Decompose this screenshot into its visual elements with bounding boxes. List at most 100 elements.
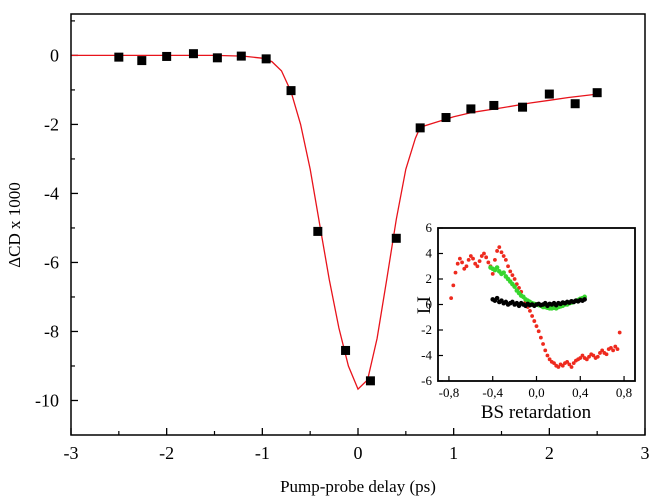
inset-red-point <box>584 357 589 362</box>
inset-red-point <box>464 264 469 269</box>
inset-red-point <box>613 344 618 349</box>
inset-green-point <box>494 265 500 270</box>
data-point <box>212 53 222 63</box>
x-tick-label: 3 <box>641 443 649 463</box>
x-tick-label: -2 <box>159 443 174 463</box>
inset-red-point <box>617 330 622 335</box>
inset-red-point <box>466 257 471 262</box>
data-point <box>137 56 147 66</box>
data-point <box>162 51 172 61</box>
inset-x-tick-label: 0,4 <box>572 385 589 400</box>
inset-red-point <box>595 354 600 359</box>
y-tick-label: -10 <box>35 390 59 410</box>
data-points-layer <box>114 49 602 386</box>
y-tick-label: -4 <box>44 183 59 203</box>
inset-x-tick-label: 0,8 <box>616 385 632 400</box>
inset-y-axis-title: LI <box>414 296 435 314</box>
inset-red-point <box>473 261 478 266</box>
inset-red-point <box>530 314 535 318</box>
inset-background <box>410 222 637 394</box>
inset-red-point <box>484 255 489 260</box>
x-tick-label: -1 <box>255 443 270 463</box>
inset-red-point <box>501 254 506 258</box>
inset-points-layer <box>449 245 622 369</box>
inset-y-tick-label: 6 <box>426 220 433 235</box>
inset-red-point <box>600 348 605 353</box>
inset-red-point <box>499 250 504 255</box>
data-point <box>489 100 499 110</box>
inset-red-point <box>471 256 475 261</box>
inset-red-point <box>449 296 454 301</box>
inset-red-point <box>578 356 583 360</box>
data-point <box>365 376 375 386</box>
inset-red-point <box>615 347 620 352</box>
inset-axes: -0,8 -0,4 0,0 0,4 0,8 6 4 2 0 -2 -4 -6 <box>421 220 632 400</box>
data-point <box>441 113 451 123</box>
inset-red-point <box>477 259 482 264</box>
inset-red-point <box>580 353 585 358</box>
data-point <box>313 226 323 236</box>
inset-red-point <box>534 324 539 329</box>
y-tick-label: -6 <box>44 252 59 272</box>
inset-red-point <box>591 353 596 358</box>
data-point <box>544 89 554 99</box>
inset-red-point <box>506 264 510 269</box>
y-tick-label: -8 <box>44 321 59 341</box>
inset-y-tick-label: 4 <box>426 246 433 261</box>
x-axis-title: Pump-probe delay (ps) <box>280 477 436 496</box>
inset-red-point <box>538 335 543 340</box>
data-point <box>592 88 602 98</box>
inset-red-point <box>508 269 513 274</box>
data-point <box>466 104 476 114</box>
data-point <box>391 233 401 243</box>
inset-y-tick-label: 2 <box>426 271 433 286</box>
data-point <box>518 102 528 112</box>
inset-plot: -0,8 -0,4 0,0 0,4 0,8 6 4 2 0 -2 -4 -6 BS retardati… <box>410 220 637 423</box>
inset-red-point <box>497 245 502 250</box>
data-point <box>188 49 198 59</box>
y-axis-title: ΔCD x 1000 <box>5 182 24 268</box>
inset-red-point <box>453 270 458 275</box>
inset-red-point <box>490 272 495 276</box>
inset-x-tick-label: -0,8 <box>439 385 460 400</box>
inset-red-point <box>541 342 545 346</box>
inset-red-point <box>457 256 462 261</box>
inset-red-point <box>462 266 467 271</box>
inset-red-point <box>598 351 602 355</box>
inset-red-point <box>587 354 591 359</box>
data-point <box>341 345 351 355</box>
main-plot: -3 -2 -1 0 1 2 30-2-4-6-8-10 Pump-probe delay … <box>5 13 649 496</box>
inset-x-tick-label: -0,4 <box>482 385 503 400</box>
inset-red-point <box>556 365 561 369</box>
x-tick-label: 2 <box>545 443 554 463</box>
inset-red-point <box>543 348 548 353</box>
inset-red-point <box>503 257 508 262</box>
inset-y-tick-label: -2 <box>421 322 432 337</box>
inset-red-point <box>493 257 497 262</box>
data-point <box>261 54 271 64</box>
inset-red-point <box>547 357 552 362</box>
inset-red-point <box>512 277 517 281</box>
data-point <box>286 86 296 96</box>
inset-red-point <box>486 260 491 265</box>
inset-black-point <box>494 295 500 301</box>
main-plot-frame <box>70 13 646 436</box>
inset-green-point <box>501 270 506 275</box>
x-tick-label: 0 <box>354 443 363 463</box>
data-point <box>570 99 580 109</box>
x-tick-label: -3 <box>64 443 79 463</box>
inset-x-tick-label: 0,0 <box>528 385 544 400</box>
inset-red-point <box>569 365 574 369</box>
data-point <box>415 123 425 133</box>
inset-black-point <box>582 297 587 302</box>
inset-red-point <box>510 273 515 278</box>
inset-red-point <box>545 353 550 358</box>
data-point <box>236 51 246 61</box>
inset-red-point <box>565 359 570 364</box>
inset-frame <box>437 227 636 382</box>
inset-red-point <box>552 361 556 366</box>
data-point <box>114 52 124 62</box>
inset-red-point <box>532 319 537 323</box>
inset-red-point <box>468 254 473 258</box>
